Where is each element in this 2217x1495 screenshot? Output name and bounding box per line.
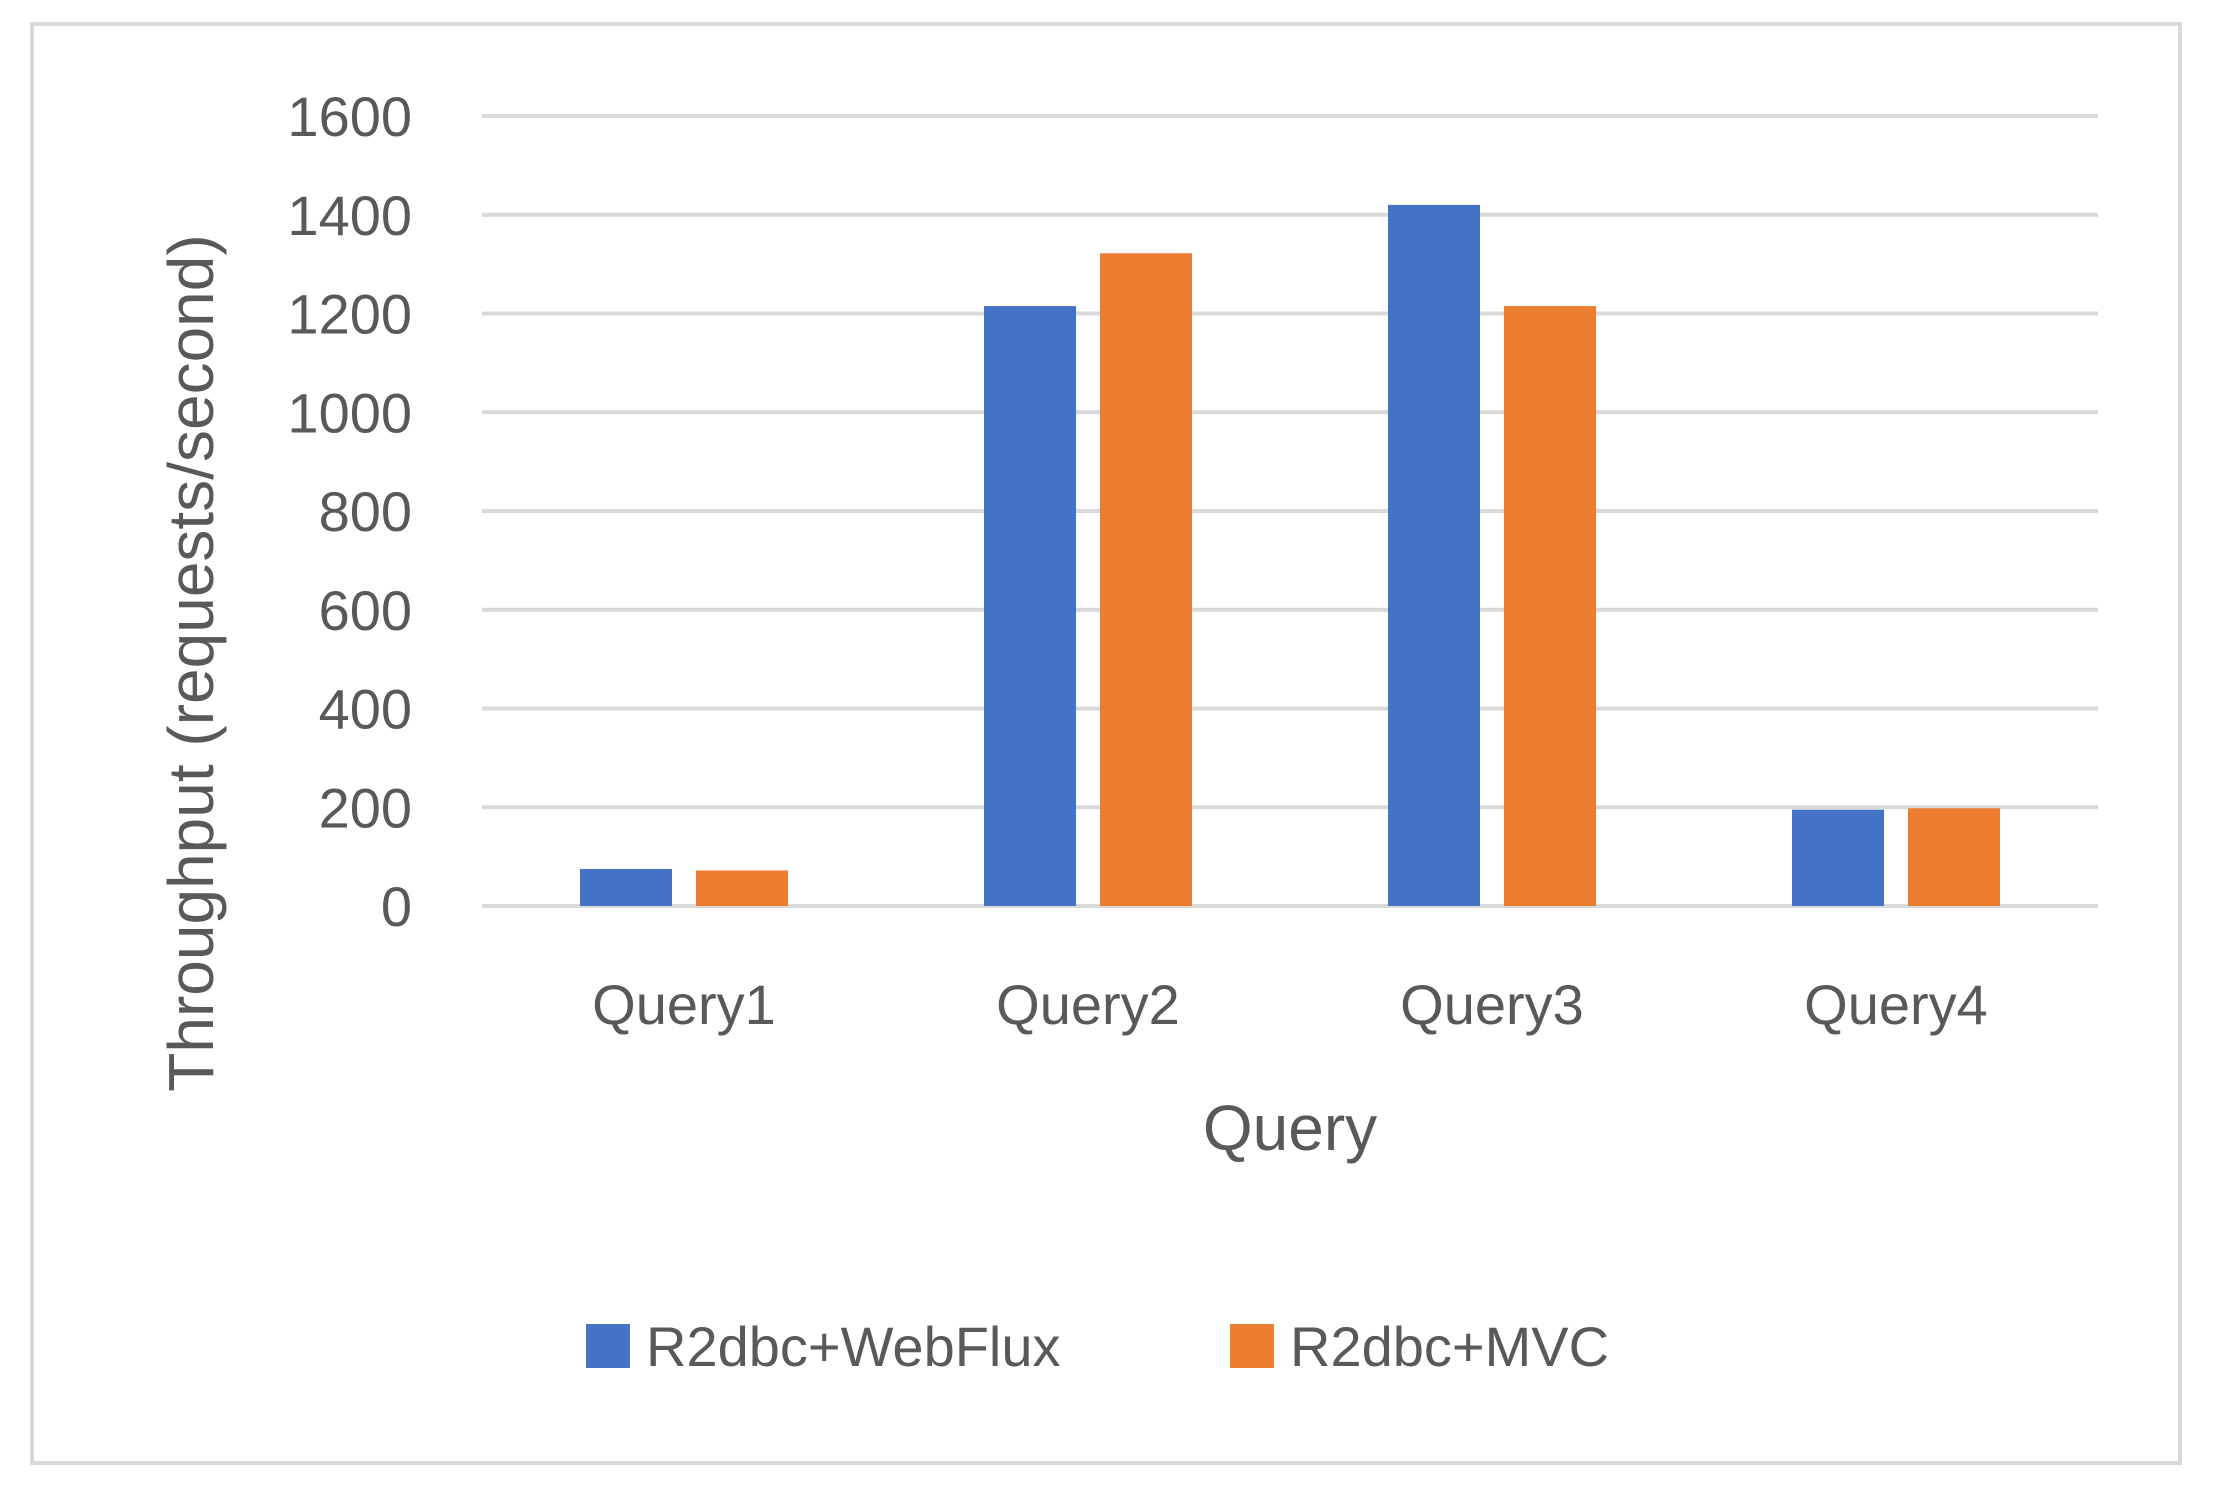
bar-query4-series-1 (1792, 809, 1884, 906)
legend-swatch (1230, 1324, 1274, 1368)
legend-label: R2dbc+WebFlux (646, 1315, 1061, 1378)
x-tick-label: Query1 (592, 973, 776, 1036)
y-axis-ticks: 0 200 400 600 800 1000 1200 1400 1600 (287, 85, 412, 938)
y-axis-title: Throughput (requests/second) (155, 234, 227, 1091)
bar-query1-series-2 (696, 870, 788, 906)
x-axis-ticks: Query1 Query2 Query3 Query4 (592, 973, 1988, 1036)
y-tick-label: 1200 (287, 283, 412, 346)
x-tick-label: Query3 (1400, 973, 1584, 1036)
x-axis-title: Query (1203, 1092, 1377, 1164)
y-tick-label: 1600 (287, 85, 412, 148)
bar-query3-series-1 (1388, 204, 1480, 906)
y-tick-label: 200 (319, 776, 412, 839)
gridlines (482, 114, 2098, 908)
bar-query2-series-1 (984, 306, 1076, 906)
legend: R2dbc+WebFlux R2dbc+MVC (586, 1315, 1609, 1378)
y-tick-label: 1000 (287, 381, 412, 444)
bars (580, 204, 2000, 906)
y-tick-label: 600 (319, 579, 412, 642)
y-tick-label: 0 (381, 875, 412, 938)
legend-swatch (586, 1324, 630, 1368)
bar-query4-series-2 (1908, 808, 2000, 906)
y-tick-label: 1400 (287, 184, 412, 247)
x-tick-label: Query2 (996, 973, 1180, 1036)
y-tick-label: 800 (319, 480, 412, 543)
y-tick-label: 400 (319, 678, 412, 741)
x-tick-label: Query4 (1804, 973, 1988, 1036)
bar-query1-series-1 (580, 868, 672, 906)
bar-query3-series-2 (1504, 306, 1596, 906)
legend-label: R2dbc+MVC (1290, 1315, 1609, 1378)
bar-query2-series-2 (1100, 253, 1192, 906)
